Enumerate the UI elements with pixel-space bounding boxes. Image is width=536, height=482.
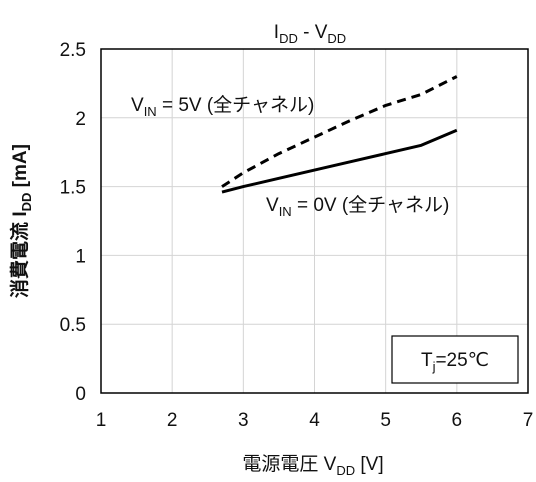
series-label-vin-5v: VIN = 5V (全チャネル)	[131, 94, 314, 119]
x-axis-label: 電源電圧 VDD [V]	[242, 453, 383, 478]
tj-annotation-text: Tj=25℃	[421, 350, 489, 374]
y-tick-label: 0.5	[60, 315, 86, 336]
chart-title: IDD - VDD	[274, 22, 346, 46]
y-tick-labels: 0 0.5 1 1.5 2 2.5	[60, 40, 86, 405]
series-line-vin-5v	[221, 75, 458, 188]
y-tick-label: 1.5	[60, 178, 86, 199]
series-label-vin-0v: VIN = 0V (全チャネル)	[266, 194, 449, 219]
y-tick-label: 0	[75, 384, 86, 405]
tj-annotation-box	[391, 335, 519, 384]
x-tick-label: 3	[238, 410, 249, 431]
plot-area-frame	[100, 48, 529, 394]
y-axis-label: 消費電流 IDD [mA]	[8, 144, 34, 298]
series-line-vin-0v	[221, 128, 458, 194]
x-tick-label: 7	[523, 410, 534, 431]
x-tick-label: 2	[167, 410, 178, 431]
y-tick-label: 2	[75, 109, 86, 130]
y-tick-label: 2.5	[60, 40, 86, 61]
x-tick-label: 6	[452, 410, 463, 431]
x-tick-label: 5	[380, 410, 391, 431]
x-tick-label: 4	[309, 410, 320, 431]
y-tick-label: 1	[75, 246, 86, 267]
series-lines	[221, 75, 458, 194]
x-tick-label: 1	[96, 410, 107, 431]
x-tick-labels: 1 2 3 4 5 6 7	[96, 410, 534, 431]
